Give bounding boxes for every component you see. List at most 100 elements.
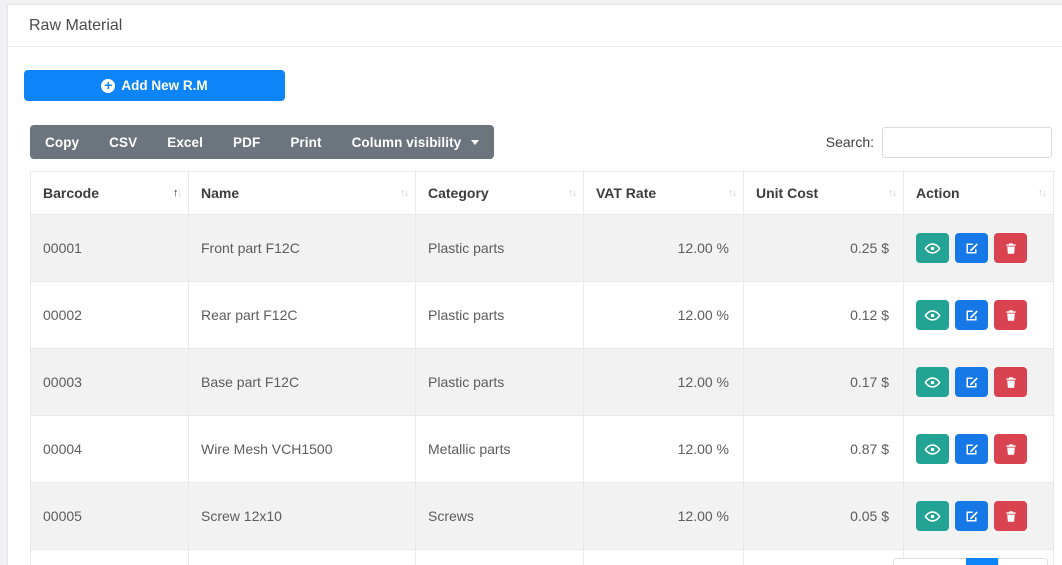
name-cell: Front part F12C: [188, 214, 416, 282]
table-row: 00004 Wire Mesh VCH1500 Metallic parts 12.0…: [30, 415, 1054, 483]
copy-button[interactable]: Copy: [30, 125, 95, 159]
table-row: 00002 Rear part F12C Plastic parts 12.00 % 0…: [30, 281, 1054, 349]
column-header-unit-cost[interactable]: Unit Cost ↑↓: [743, 171, 904, 215]
vat-rate-cell: 12.00 %: [583, 348, 744, 416]
unit-cost-cell: 0.25 $: [743, 214, 904, 282]
action-cell: [903, 281, 1054, 349]
pagination: Previous 1 Next: [893, 558, 1048, 565]
trash-icon: [1004, 375, 1018, 390]
unit-cost-cell: 0.87 $: [743, 415, 904, 483]
view-button[interactable]: [916, 233, 949, 263]
table-row: 00001 Front part F12C Plastic parts 12.00 %…: [30, 214, 1054, 282]
edit-button[interactable]: [955, 434, 988, 464]
add-new-rm-button[interactable]: + Add New R.M: [24, 70, 285, 101]
table-row: 00003 Base part F12C Plastic parts 12.00 % 0…: [30, 348, 1054, 416]
unit-cost-cell: 0.05 $: [743, 482, 904, 550]
action-cell: [903, 214, 1054, 282]
search-input[interactable]: [882, 126, 1052, 158]
barcode-cell: 00001: [30, 214, 189, 282]
delete-button[interactable]: [994, 501, 1027, 531]
category-cell: Screws: [415, 549, 584, 565]
pencil-square-icon: [964, 509, 979, 524]
page-title: Raw Material: [29, 17, 123, 34]
vat-rate-cell: 12.00 %: [583, 415, 744, 483]
column-visibility-button[interactable]: Column visibility: [336, 125, 495, 159]
action-cell: [903, 482, 1054, 550]
vat-rate-cell: 12.00 %: [583, 549, 744, 565]
view-button[interactable]: [916, 300, 949, 330]
eye-icon: [924, 307, 941, 324]
plus-circle-icon: +: [101, 78, 116, 93]
column-header-category[interactable]: Category ↑↓: [415, 171, 584, 215]
edit-button[interactable]: [955, 501, 988, 531]
pencil-square-icon: [964, 241, 979, 256]
edit-button[interactable]: [955, 233, 988, 263]
view-button[interactable]: [916, 367, 949, 397]
vat-rate-cell: 12.00 %: [583, 281, 744, 349]
name-cell: Screw 12x10: [188, 482, 416, 550]
unit-cost-cell: 0.17 $: [743, 348, 904, 416]
caret-down-icon: [471, 140, 480, 146]
datatable-toolbar: Copy CSV Excel PDF Print Column visibili…: [30, 125, 1052, 159]
eye-icon: [924, 240, 941, 257]
sort-icon: ↑↓: [173, 187, 182, 199]
excel-button[interactable]: Excel: [152, 125, 218, 159]
name-cell: Screw 25x10: [188, 549, 416, 565]
column-header-vat-rate[interactable]: VAT Rate ↑↓: [583, 171, 744, 215]
eye-icon: [924, 374, 941, 391]
pencil-square-icon: [964, 442, 979, 457]
delete-button[interactable]: [994, 434, 1027, 464]
delete-button[interactable]: [994, 233, 1027, 263]
barcode-cell: 00005: [30, 482, 189, 550]
unit-cost-cell: 0.05 $: [743, 549, 904, 565]
delete-button[interactable]: [994, 300, 1027, 330]
action-cell: [903, 415, 1054, 483]
sort-icon: ↑↓: [1038, 187, 1047, 199]
category-cell: Screws: [415, 482, 584, 550]
csv-button[interactable]: CSV: [94, 125, 153, 159]
sort-icon: ↑↓: [728, 187, 737, 199]
delete-button[interactable]: [994, 367, 1027, 397]
edit-button[interactable]: [955, 367, 988, 397]
trash-icon: [1004, 509, 1018, 524]
barcode-cell: 00006: [30, 549, 189, 565]
trash-icon: [1004, 442, 1018, 457]
pencil-square-icon: [964, 375, 979, 390]
name-cell: Wire Mesh VCH1500: [188, 415, 416, 483]
pagination-next-button[interactable]: Next: [998, 558, 1048, 565]
sort-icon: ↑↓: [568, 187, 577, 199]
eye-icon: [924, 441, 941, 458]
sort-icon: ↑↓: [400, 187, 409, 199]
view-button[interactable]: [916, 501, 949, 531]
search-label: Search:: [825, 134, 874, 150]
print-button[interactable]: Print: [275, 125, 337, 159]
pencil-square-icon: [964, 308, 979, 323]
export-button-group: Copy CSV Excel PDF Print Column visibili…: [30, 125, 495, 159]
view-button[interactable]: [916, 434, 949, 464]
category-cell: Plastic parts: [415, 214, 584, 282]
column-header-barcode[interactable]: Barcode ↑↓: [30, 171, 189, 215]
vat-rate-cell: 12.00 %: [583, 214, 744, 282]
barcode-cell: 00002: [30, 281, 189, 349]
pdf-button[interactable]: PDF: [218, 125, 276, 159]
barcode-cell: 00003: [30, 348, 189, 416]
name-cell: Rear part F12C: [188, 281, 416, 349]
category-cell: Plastic parts: [415, 348, 584, 416]
search-container: Search:: [825, 126, 1052, 158]
category-cell: Plastic parts: [415, 281, 584, 349]
raw-material-table: Barcode ↑↓ Name ↑↓ Category ↑↓ VAT Rate …: [30, 171, 1054, 565]
add-new-rm-label: Add New R.M: [121, 78, 208, 93]
category-cell: Metallic parts: [415, 415, 584, 483]
card-body: + Add New R.M Copy CSV Excel PDF Print C…: [8, 47, 1062, 565]
barcode-cell: 00004: [30, 415, 189, 483]
trash-icon: [1004, 308, 1018, 323]
column-header-name[interactable]: Name ↑↓: [188, 171, 416, 215]
unit-cost-cell: 0.12 $: [743, 281, 904, 349]
edit-button[interactable]: [955, 300, 988, 330]
eye-icon: [924, 508, 941, 525]
column-header-action[interactable]: Action ↑↓: [903, 171, 1054, 215]
trash-icon: [1004, 241, 1018, 256]
vat-rate-cell: 12.00 %: [583, 482, 744, 550]
pagination-previous-button[interactable]: Previous: [893, 558, 967, 565]
pagination-current-page[interactable]: 1: [966, 558, 999, 565]
